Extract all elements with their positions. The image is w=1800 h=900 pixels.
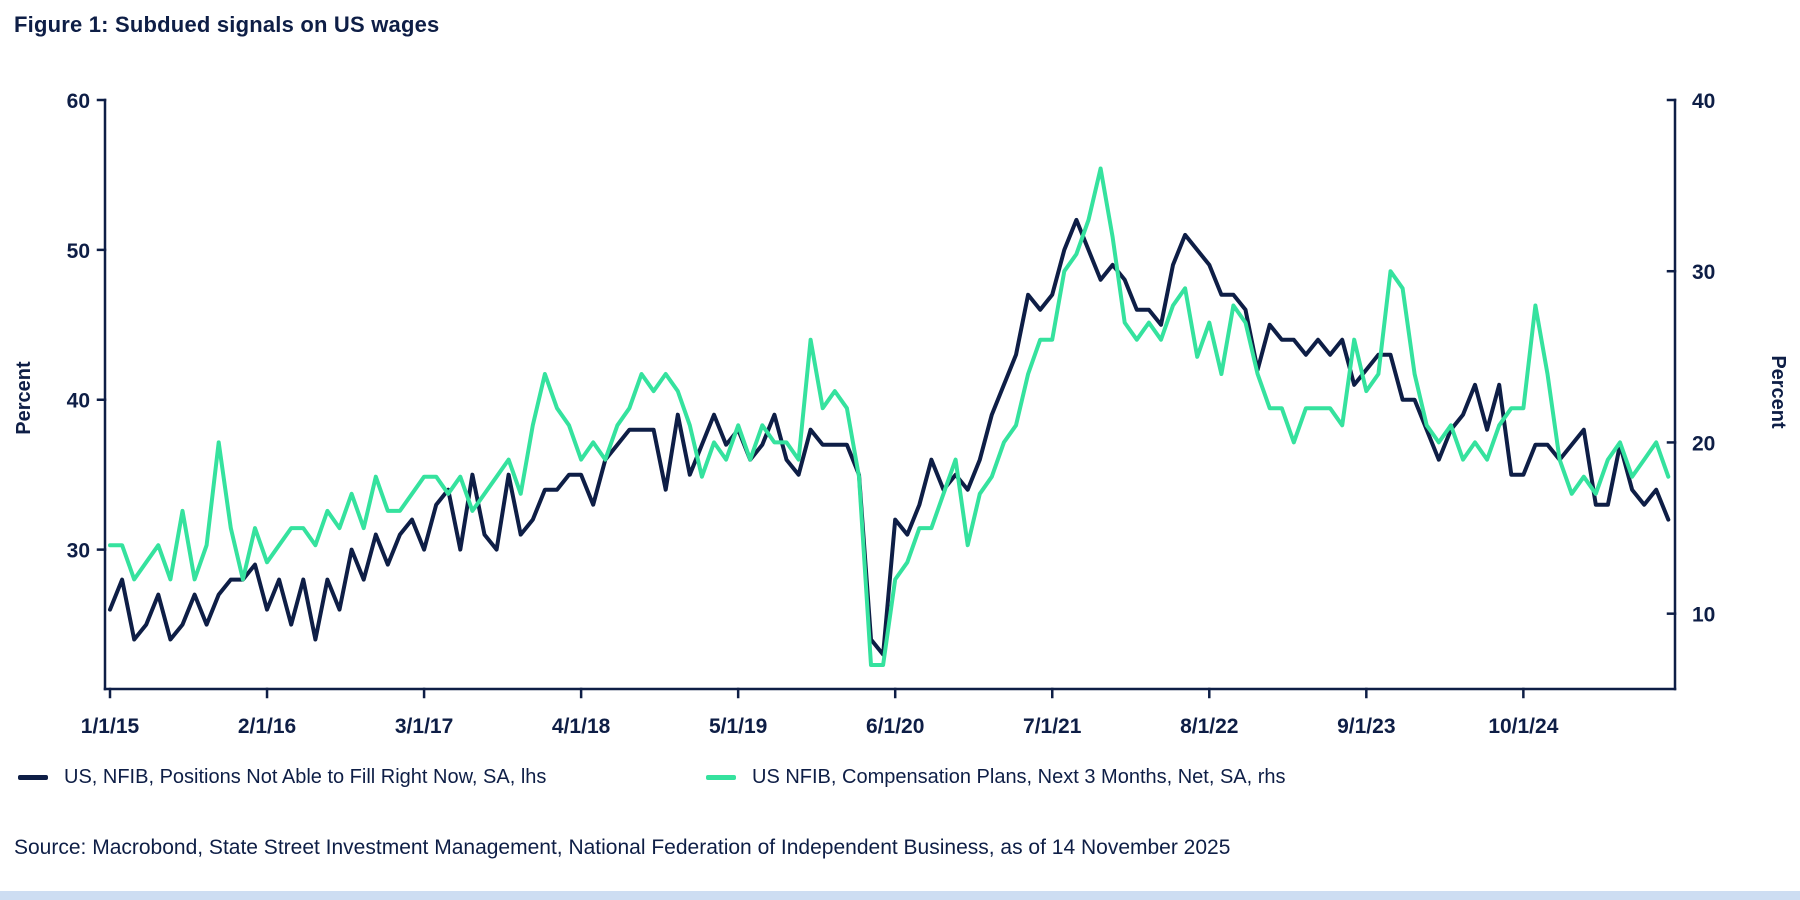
green-line-swatch xyxy=(706,774,736,780)
wages-line-chart: 1/1/15 2/1/16 3/1/17 4/1/18 5/1/19 6/1/20 7/1/… xyxy=(13,90,1789,738)
x-tick-label: 10/1/24 xyxy=(1488,715,1558,738)
x-tick-label: 7/1/21 xyxy=(1023,715,1082,738)
axes xyxy=(96,98,1677,699)
x-tick-label: 2/1/16 xyxy=(238,715,296,738)
x-tick-label: 8/1/22 xyxy=(1180,715,1238,738)
legend-label: US, NFIB, Positions Not Able to Fill Rig… xyxy=(64,765,547,788)
right-tick-label: 40 xyxy=(1692,90,1715,113)
series-line-positions-not-able-to-fill xyxy=(108,217,1671,657)
left-tick-label: 60 xyxy=(67,90,90,113)
right-tick-label: 30 xyxy=(1692,261,1715,284)
chart-legend: US, NFIB, Positions Not Able to Fill Rig… xyxy=(0,760,1800,794)
right-tick-label: 20 xyxy=(1692,432,1715,455)
x-tick-label: 9/1/23 xyxy=(1337,715,1395,738)
source-note: Source: Macrobond, State Street Investme… xyxy=(14,836,1231,859)
footer-accent-bar xyxy=(0,891,1800,900)
navy-line-swatch xyxy=(18,774,48,780)
x-tick-label: 5/1/19 xyxy=(709,715,767,738)
series-line-compensation-plans xyxy=(108,166,1671,667)
left-axis-title: Percent xyxy=(13,361,35,435)
right-axis-title: Percent xyxy=(1767,355,1789,429)
x-tick-label: 3/1/17 xyxy=(395,715,453,738)
left-tick-label: 30 xyxy=(67,540,90,563)
x-tick-label: 6/1/20 xyxy=(866,715,924,738)
x-tick-label: 1/1/15 xyxy=(81,715,140,738)
legend-item-compensation-plans: US NFIB, Compensation Plans, Next 3 Mont… xyxy=(706,760,1286,794)
right-tick-label: 10 xyxy=(1692,604,1715,627)
figure-title: Figure 1: Subdued signals on US wages xyxy=(14,12,440,37)
legend-label: US NFIB, Compensation Plans, Next 3 Mont… xyxy=(752,765,1286,788)
x-tick-label: 4/1/18 xyxy=(552,715,611,738)
left-tick-label: 40 xyxy=(67,390,90,413)
legend-item-positions-not-able-to-fill: US, NFIB, Positions Not Able to Fill Rig… xyxy=(18,760,546,794)
left-tick-label: 50 xyxy=(67,240,90,263)
